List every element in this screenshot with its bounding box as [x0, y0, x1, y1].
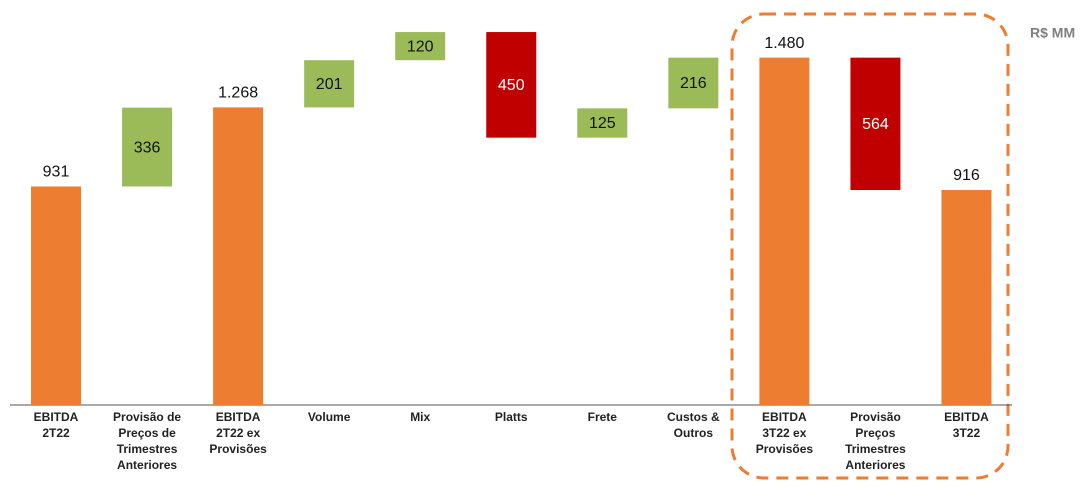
value-label: 120: [407, 38, 434, 55]
value-label: 1.480: [764, 35, 804, 52]
x-tick-label-line: Anteriores: [117, 458, 177, 472]
value-label: 201: [316, 76, 343, 93]
x-tick-label: Provisão de Preços de Trimestres Anteriores: [113, 410, 181, 472]
x-tick-label: Platts: [495, 410, 528, 424]
x-tick-label-line: 3T22: [953, 426, 981, 440]
x-tick-label: EBITDA 2T22 ex Provisões: [209, 410, 267, 456]
x-tick-label: EBITDA 2T22: [34, 410, 79, 440]
x-tick-label: EBITDA 3T22: [944, 410, 989, 440]
bar: [31, 186, 82, 405]
bar: [577, 108, 628, 138]
x-tick-label-line: Trimestres: [117, 442, 178, 456]
x-tick-label-line: Anteriores: [845, 458, 905, 472]
x-tick-label: Custos & Outros: [667, 410, 720, 440]
bar: [759, 57, 810, 406]
x-tick-label-line: 2T22: [42, 426, 70, 440]
x-tick-label-line: EBITDA: [762, 410, 807, 424]
x-tick-label-line: Outros: [674, 426, 714, 440]
bar: [850, 57, 901, 191]
x-tick-label-line: Custos &: [667, 410, 720, 424]
x-tick-label-line: Frete: [588, 410, 618, 424]
value-label: 564: [862, 116, 889, 133]
x-tick-label: Mix: [410, 410, 430, 424]
value-label: 916: [953, 167, 980, 184]
value-label: 216: [680, 75, 707, 92]
x-tick-label-line: Platts: [495, 410, 528, 424]
value-label: 931: [43, 164, 70, 181]
bar: [213, 107, 264, 405]
x-tick-label-line: Provisão: [850, 410, 901, 424]
bar: [395, 32, 446, 61]
x-tick-label-line: EBITDA: [216, 410, 261, 424]
x-tick-label-line: EBITDA: [944, 410, 989, 424]
x-tick-label-line: 2T22 ex: [216, 426, 260, 440]
bar: [486, 32, 537, 138]
value-label: 336: [134, 139, 161, 156]
x-tick-label: Volume: [308, 410, 351, 424]
x-tick-label-line: Provisão de: [113, 410, 181, 424]
x-tick-label-line: Preços: [855, 426, 895, 440]
x-tick-label-line: Volume: [308, 410, 351, 424]
x-tick-label-line: Mix: [410, 410, 430, 424]
x-tick-label-line: Preços de: [118, 426, 176, 440]
value-label: 450: [498, 77, 525, 94]
x-tick-label: EBITDA 3T22 ex Provisões: [756, 410, 814, 456]
bar: [941, 190, 992, 405]
unit-label: R$ MM: [1030, 25, 1075, 41]
x-tick-label-line: 3T22 ex: [762, 426, 806, 440]
x-tick-label-line: EBITDA: [34, 410, 79, 424]
x-tick-label-line: Provisões: [756, 442, 814, 456]
x-tick-label: Frete: [588, 410, 618, 424]
bar: [122, 107, 173, 187]
value-label: 125: [589, 115, 616, 132]
bar: [668, 57, 719, 109]
x-tick-label: Provisão Preços Trimestres Anteriores: [845, 410, 906, 472]
bar: [304, 60, 355, 108]
x-tick-label-line: Provisões: [209, 442, 267, 456]
highlight-box: [730, 12, 1010, 480]
value-label: 1.268: [218, 85, 258, 102]
x-tick-label-line: Trimestres: [845, 442, 906, 456]
